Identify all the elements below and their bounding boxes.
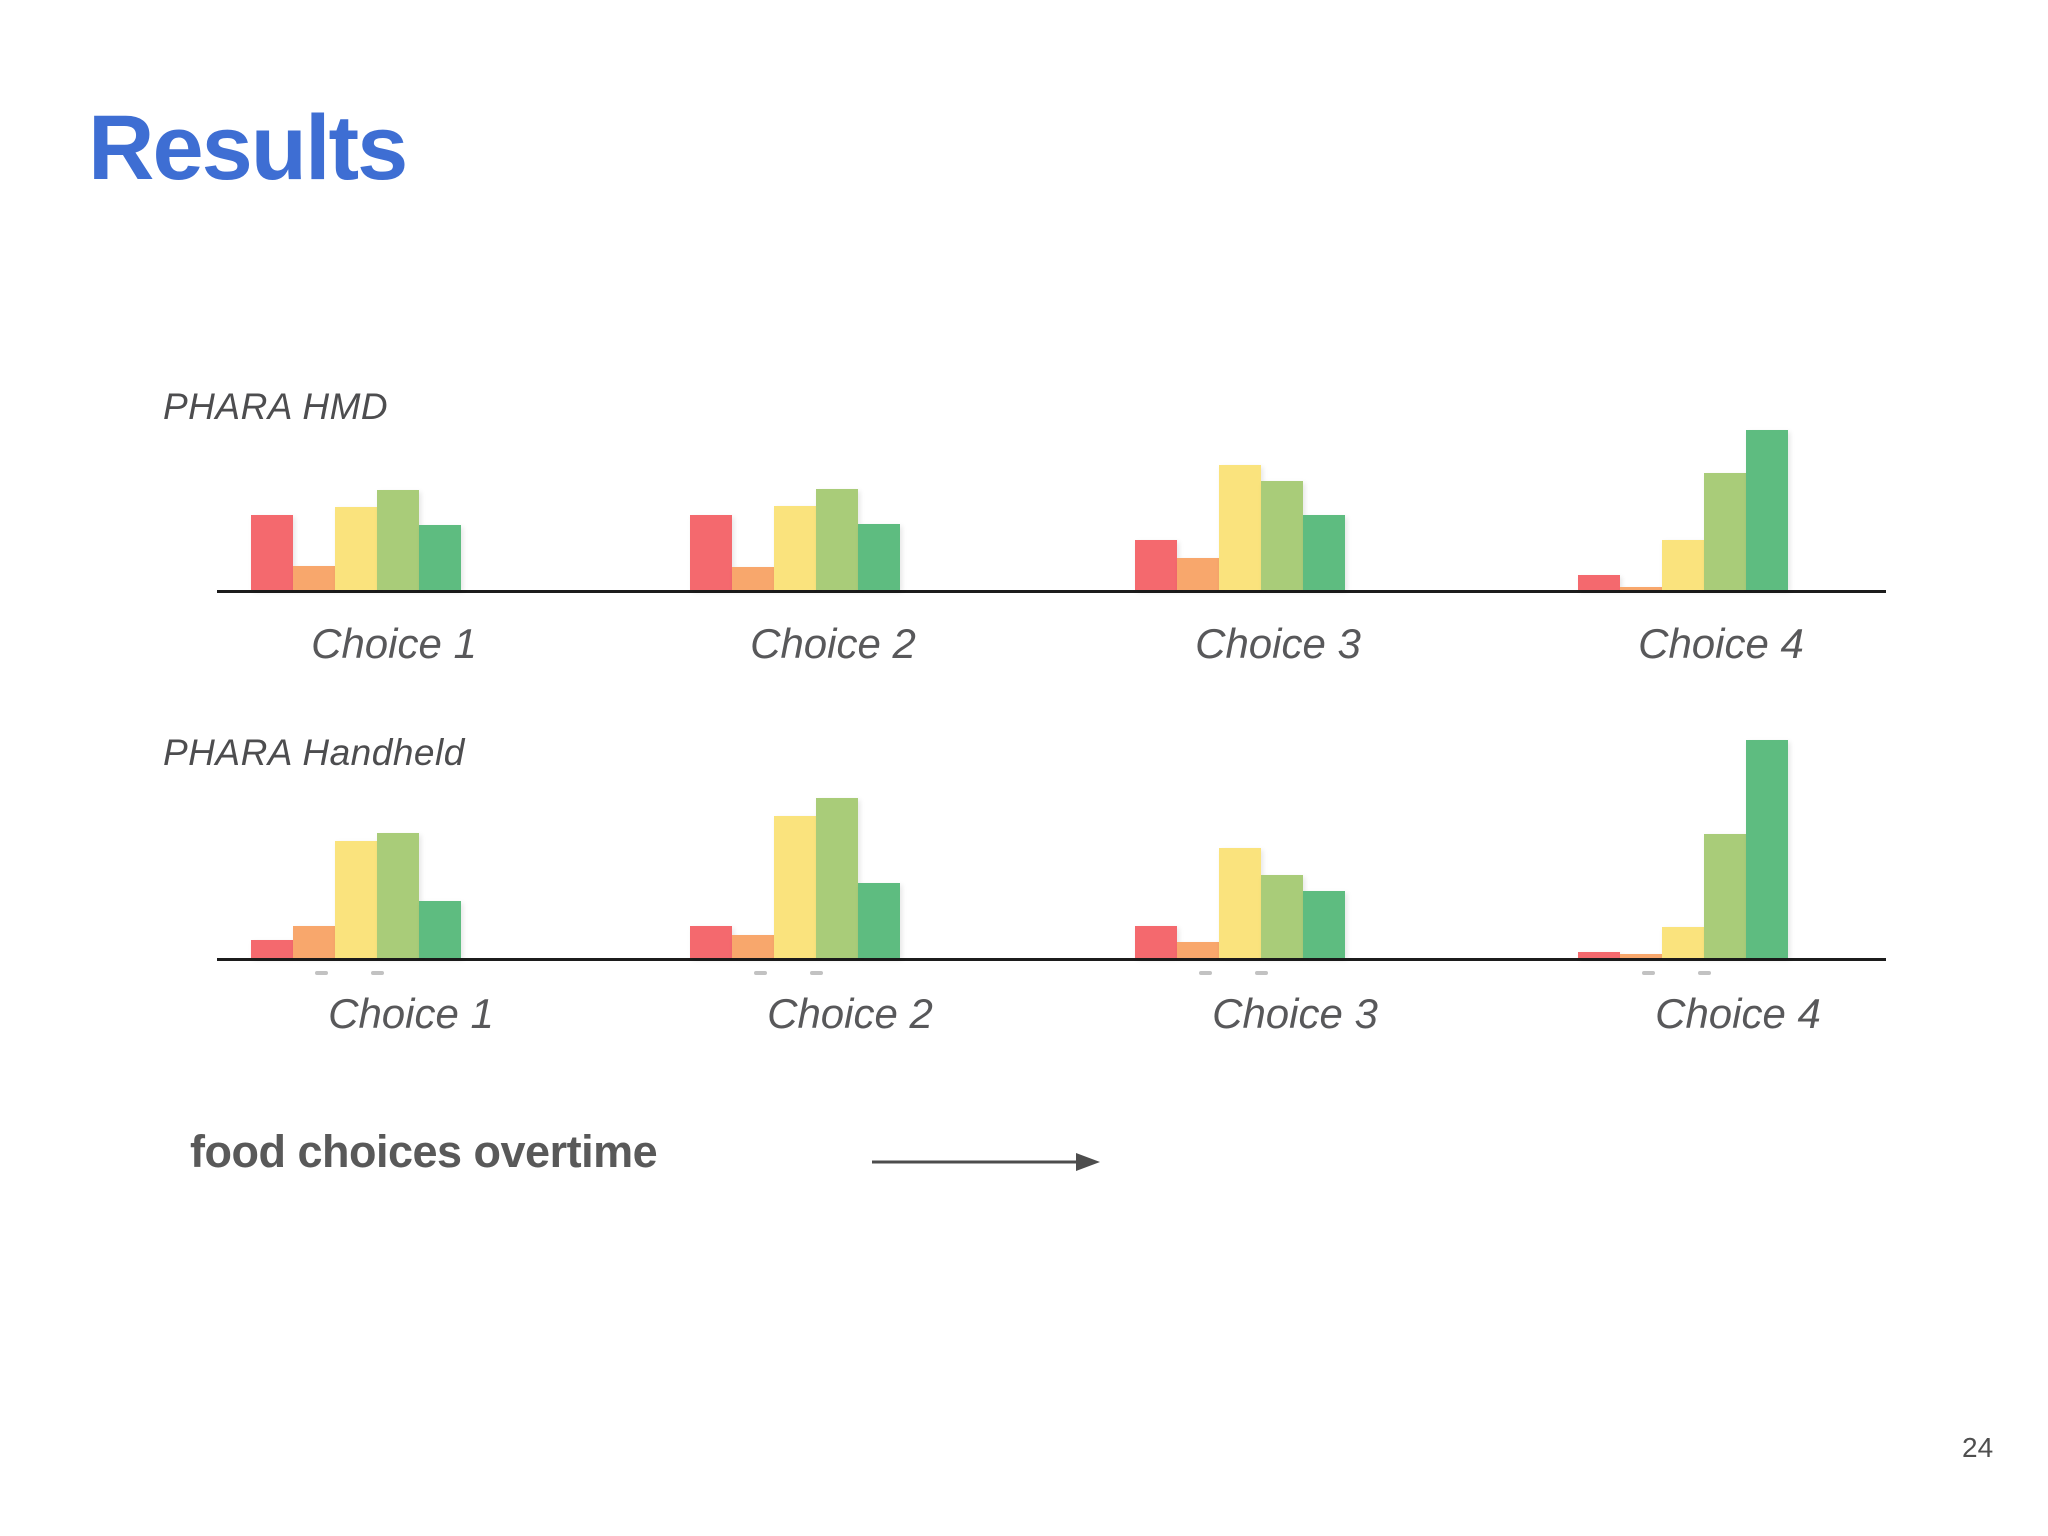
bar-yellow-choice-4 xyxy=(1662,927,1704,958)
bar-green-choice-1 xyxy=(419,901,461,958)
tick-mark xyxy=(1255,971,1268,975)
tick-mark xyxy=(1199,971,1212,975)
bar-green-choice-1 xyxy=(419,525,461,590)
category-label-choice-4: Choice 4 xyxy=(1655,990,1821,1037)
category-label-choice-3: Choice 3 xyxy=(1195,620,1361,667)
bar-orange-choice-3 xyxy=(1177,942,1219,958)
bar-green-choice-4 xyxy=(1746,430,1788,590)
panel-label-phara-handheld: PHARA Handheld xyxy=(163,732,465,773)
bar-light-green-choice-3 xyxy=(1261,875,1303,958)
bar-orange-choice-3 xyxy=(1177,558,1219,590)
bar-orange-choice-1 xyxy=(293,926,335,958)
bar-green-choice-4 xyxy=(1746,740,1788,958)
bar-red-choice-3 xyxy=(1135,540,1177,590)
bar-green-choice-3 xyxy=(1303,515,1345,590)
bar-orange-choice-4 xyxy=(1620,954,1662,958)
category-label-choice-1: Choice 1 xyxy=(328,990,494,1037)
bar-yellow-choice-2 xyxy=(774,506,816,590)
bar-light-green-choice-3 xyxy=(1261,481,1303,590)
bar-red-choice-1 xyxy=(251,515,293,590)
bar-yellow-choice-1 xyxy=(335,507,377,590)
bar-red-choice-1 xyxy=(251,940,293,958)
category-label-choice-2: Choice 2 xyxy=(750,620,916,667)
x-axis-line xyxy=(217,590,1886,593)
bar-light-green-choice-1 xyxy=(377,490,419,590)
category-label-choice-2: Choice 2 xyxy=(767,990,933,1037)
bar-light-green-choice-2 xyxy=(816,798,858,958)
page-number: 24 xyxy=(1962,1432,1994,1463)
bar-green-choice-2 xyxy=(858,524,900,590)
tick-mark xyxy=(371,971,384,975)
caption-food-choices: food choices overtime xyxy=(190,1126,658,1177)
bar-red-choice-2 xyxy=(690,515,732,590)
tick-mark xyxy=(754,971,767,975)
bar-yellow-choice-1 xyxy=(335,841,377,958)
bar-yellow-choice-4 xyxy=(1662,540,1704,590)
page-title: Results xyxy=(88,97,408,199)
bar-red-choice-4 xyxy=(1578,575,1620,590)
bar-red-choice-4 xyxy=(1578,952,1620,958)
right-arrow-icon xyxy=(872,1153,1100,1171)
bar-yellow-choice-2 xyxy=(774,816,816,958)
bar-orange-choice-1 xyxy=(293,566,335,590)
bar-light-green-choice-1 xyxy=(377,833,419,958)
bar-orange-choice-2 xyxy=(732,567,774,590)
bar-light-green-choice-2 xyxy=(816,489,858,590)
bar-light-green-choice-4 xyxy=(1704,834,1746,958)
bar-red-choice-2 xyxy=(690,926,732,958)
bar-red-choice-3 xyxy=(1135,926,1177,958)
category-label-choice-4: Choice 4 xyxy=(1638,620,1804,667)
bar-orange-choice-4 xyxy=(1620,587,1662,590)
tick-mark xyxy=(1642,971,1655,975)
bar-light-green-choice-4 xyxy=(1704,473,1746,590)
category-label-choice-1: Choice 1 xyxy=(311,620,477,667)
bar-green-choice-2 xyxy=(858,883,900,958)
tick-mark xyxy=(1698,971,1711,975)
bar-green-choice-3 xyxy=(1303,891,1345,958)
tick-mark xyxy=(315,971,328,975)
x-axis-line xyxy=(217,958,1886,961)
tick-mark xyxy=(810,971,823,975)
bar-orange-choice-2 xyxy=(732,935,774,958)
bar-yellow-choice-3 xyxy=(1219,848,1261,958)
category-label-choice-3: Choice 3 xyxy=(1212,990,1378,1037)
bar-yellow-choice-3 xyxy=(1219,465,1261,590)
panel-label-phara-hmd: PHARA HMD xyxy=(163,386,389,427)
